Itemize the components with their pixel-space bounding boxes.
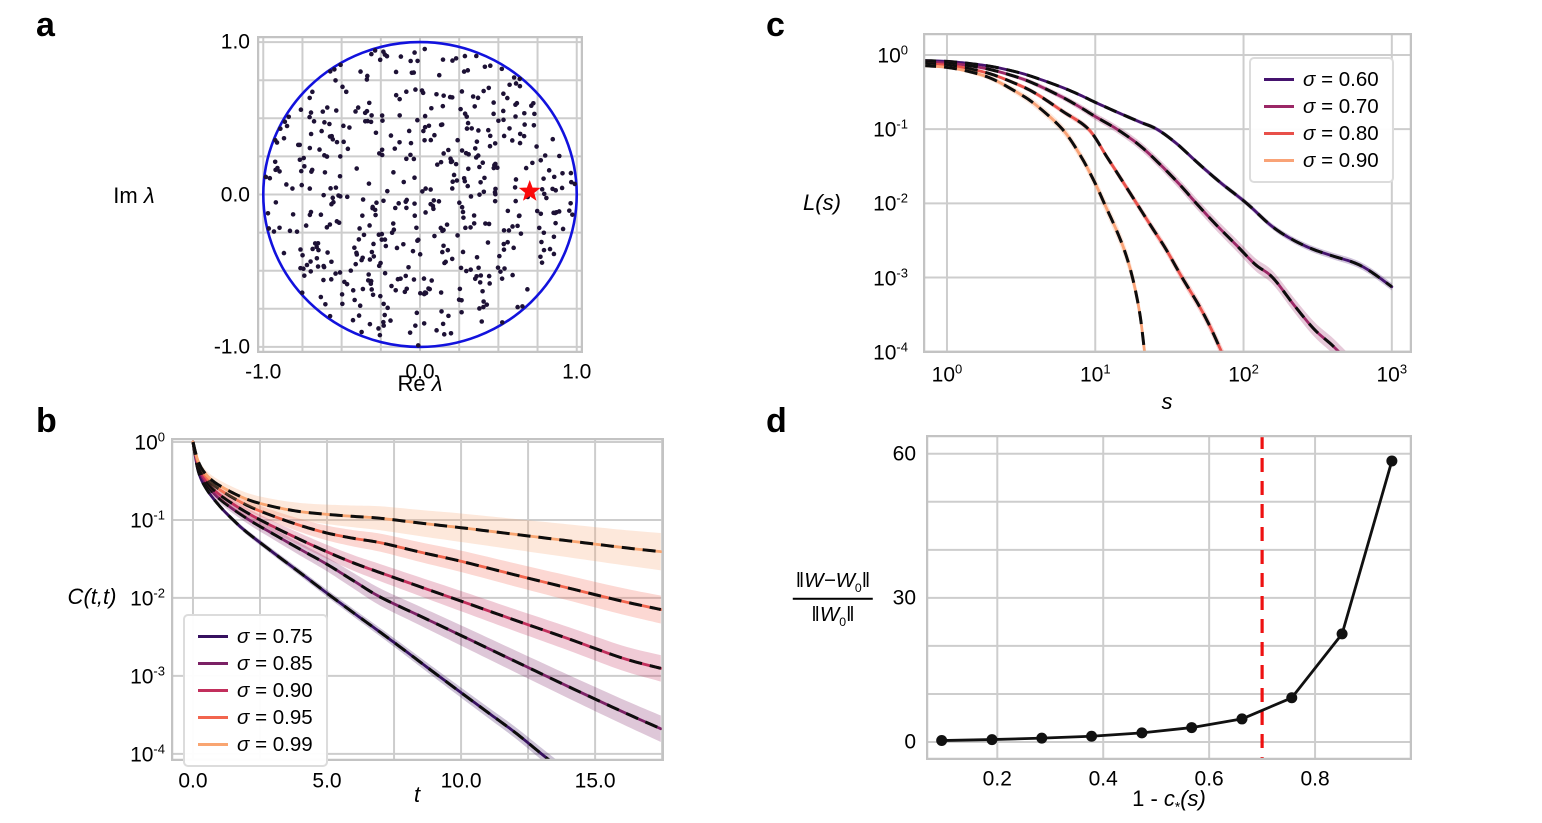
legend-line-swatch [198,634,228,639]
legend-line-swatch [1264,158,1294,163]
legend-label: σ = 0.70 [1303,94,1379,118]
y-tick-label: 30 [892,586,916,610]
y-tick-label: 10-3 [873,265,908,290]
x-tick-label: 102 [1228,361,1259,387]
legend-entry: σ = 0.90 [198,677,313,704]
panel-c-y-axis-label: L(s) [803,190,841,215]
y-tick-label: 10-1 [873,116,908,142]
y-tick-label: 10-3 [130,663,165,689]
legend-entry: σ = 0.95 [198,704,313,731]
y-tick-label: 100 [134,429,165,455]
legend-label: σ = 0.85 [237,651,313,675]
legend-label: σ = 0.99 [237,732,313,756]
panel-c-x-axis-label: s [1161,389,1173,414]
x-tick-label: 103 [1376,361,1408,387]
legend-label: σ = 0.75 [237,624,313,648]
legend-line-swatch [1264,104,1294,109]
panel-d-y-axis-label: ‖W−W0‖ ‖W0‖ [792,569,874,630]
legend-label: σ = 0.60 [1303,67,1379,91]
fraction-numerator: ‖W−W0‖ [792,569,874,600]
x-tick-label: 0.8 [1300,767,1330,791]
x-tick-label: 0.0 [178,769,208,793]
legend-label: σ = 0.95 [237,705,313,729]
x-tick-label: 5.0 [312,769,342,793]
panel-b-legend: σ = 0.75 σ = 0.85 σ = 0.90 σ = 0.95 σ = 0.99 [183,614,328,767]
panel-b-x-axis-label: t [413,782,421,807]
legend-entry: σ = 0.70 [1264,93,1379,120]
panel-c-loss-plot [923,33,1412,353]
y-tick-label: 10-4 [130,741,165,767]
legend-entry: σ = 0.60 [1264,66,1379,93]
x-tick-label: 0.0 [405,360,435,384]
panel-d-letter: d [766,402,787,440]
legend-entry: σ = 0.75 [198,623,313,650]
panel-c-legend: σ = 0.60 σ = 0.70 σ = 0.80 σ = 0.90 [1249,57,1394,183]
x-tick-label: 100 [931,361,963,387]
legend-label: σ = 0.90 [237,678,313,702]
legend-line-swatch [1264,77,1294,82]
panel-a-x-axis-label: Re λ [397,371,443,396]
legend-label: σ = 0.90 [1303,148,1379,172]
legend-entry: σ = 0.90 [1264,147,1379,174]
legend-line-swatch [198,688,228,693]
x-tick-label: -1.0 [245,360,282,384]
x-tick-label: 0.6 [1194,767,1224,791]
panel-a-eigenvalue-plot [257,36,583,353]
y-tick-label: 10-4 [873,339,908,365]
panel-b-autocorrelation-plot [171,438,664,761]
panel-b-letter: b [36,402,57,440]
y-tick-label: 0 [904,730,916,754]
y-tick-label: 0.0 [220,183,250,206]
x-tick-label: 101 [1079,361,1111,387]
legend-line-swatch [198,715,228,720]
legend-line-swatch [1264,131,1294,136]
panel-a-y-axis-label: Im λ [113,183,155,208]
y-tick-label: 10-1 [130,507,165,533]
y-tick-label: -1.0 [213,335,250,359]
panel-d-x-axis-label: 1 - c*(s) [1132,785,1206,815]
panel-d-weight-change-plot [926,435,1412,760]
panel-c-letter: c [766,6,785,44]
legend-entry: σ = 0.85 [198,650,313,677]
legend-entry: σ = 0.80 [1264,120,1379,147]
y-tick-label: 10-2 [873,190,908,216]
legend-line-swatch [198,661,228,666]
fraction-denominator: ‖W0‖ [811,603,855,630]
legend-label: σ = 0.80 [1303,121,1379,145]
legend-line-swatch [198,742,228,747]
x-tick-label: 15.0 [574,769,616,793]
y-tick-label: 1.0 [220,30,250,54]
x-tick-label: 0.2 [982,767,1012,791]
y-tick-label: 100 [877,42,908,68]
legend-entry: σ = 0.99 [198,731,313,758]
panel-b-y-axis-label: C(t,t) [67,584,117,609]
x-tick-label: 1.0 [562,360,592,384]
x-tick-label: 10.0 [440,769,482,793]
panel-a-letter: a [36,6,55,44]
y-tick-label: 60 [892,442,916,466]
x-tick-label: 0.4 [1088,767,1118,791]
y-tick-label: 10-2 [130,585,165,611]
